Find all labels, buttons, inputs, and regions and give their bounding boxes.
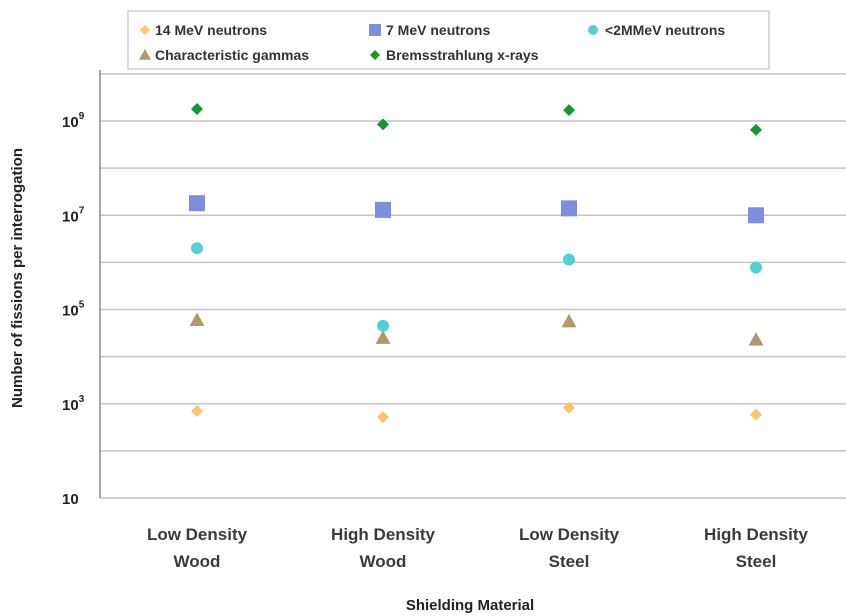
data-point — [377, 411, 389, 424]
legend-label: 14 MeV neutrons — [155, 22, 267, 38]
data-points — [189, 102, 764, 424]
y-tick-label: 10 — [62, 491, 79, 508]
data-point — [191, 242, 203, 255]
data-point — [189, 312, 205, 326]
legend: 14 MeV neutrons 7 MeV neutrons <2MMeV neut… — [127, 10, 770, 70]
data-point — [191, 405, 203, 418]
legend-marker — [370, 50, 380, 60]
y-tick-labels: 109 107 105 103 10 — [62, 111, 85, 508]
x-tick-label: Wood — [174, 552, 221, 571]
legend-label: 7 MeV neutrons — [386, 22, 490, 38]
x-tick-label: Steel — [549, 552, 590, 571]
legend-label: Bremsstrahlung x-rays — [386, 47, 539, 63]
data-point — [748, 332, 764, 346]
legend-marker — [588, 25, 598, 35]
data-point — [189, 195, 205, 212]
legend-marker — [369, 24, 381, 36]
data-point — [377, 118, 389, 131]
data-point — [375, 330, 391, 344]
data-point — [750, 261, 762, 274]
data-point — [563, 104, 575, 117]
legend-box — [127, 10, 770, 70]
data-point — [375, 201, 391, 218]
data-point — [561, 200, 577, 217]
y-tick-label: 107 — [62, 205, 85, 225]
data-point — [563, 253, 575, 266]
legend-marker — [139, 49, 151, 60]
x-axis-label: Shielding Material — [406, 597, 534, 614]
legend-label: Characteristic gammas — [155, 47, 309, 63]
x-tick-label: Low Density — [519, 525, 620, 544]
x-tick-label: High Density — [331, 525, 435, 544]
y-axis-label: Number of fissions per interrogation — [9, 148, 26, 408]
grid — [100, 73, 846, 499]
data-point — [750, 408, 762, 421]
data-point — [563, 401, 575, 414]
x-tick-label: Steel — [736, 552, 777, 571]
data-point — [748, 207, 764, 224]
y-tick-label: 105 — [62, 300, 85, 320]
y-tick-label: 109 — [62, 111, 85, 131]
y-tick-label: 103 — [62, 394, 85, 414]
x-tick-label: Low Density — [147, 525, 248, 544]
x-tick-label: Wood — [360, 552, 407, 571]
data-point — [191, 102, 203, 115]
legend-marker — [140, 25, 150, 35]
data-point — [750, 123, 762, 136]
x-tick-label: High Density — [704, 525, 808, 544]
data-point — [377, 319, 389, 332]
legend-label: <2MMeV neutrons — [605, 22, 725, 38]
x-category-labels: Low Density Wood High Density Wood Low Densi… — [147, 525, 809, 571]
data-point — [561, 313, 577, 328]
